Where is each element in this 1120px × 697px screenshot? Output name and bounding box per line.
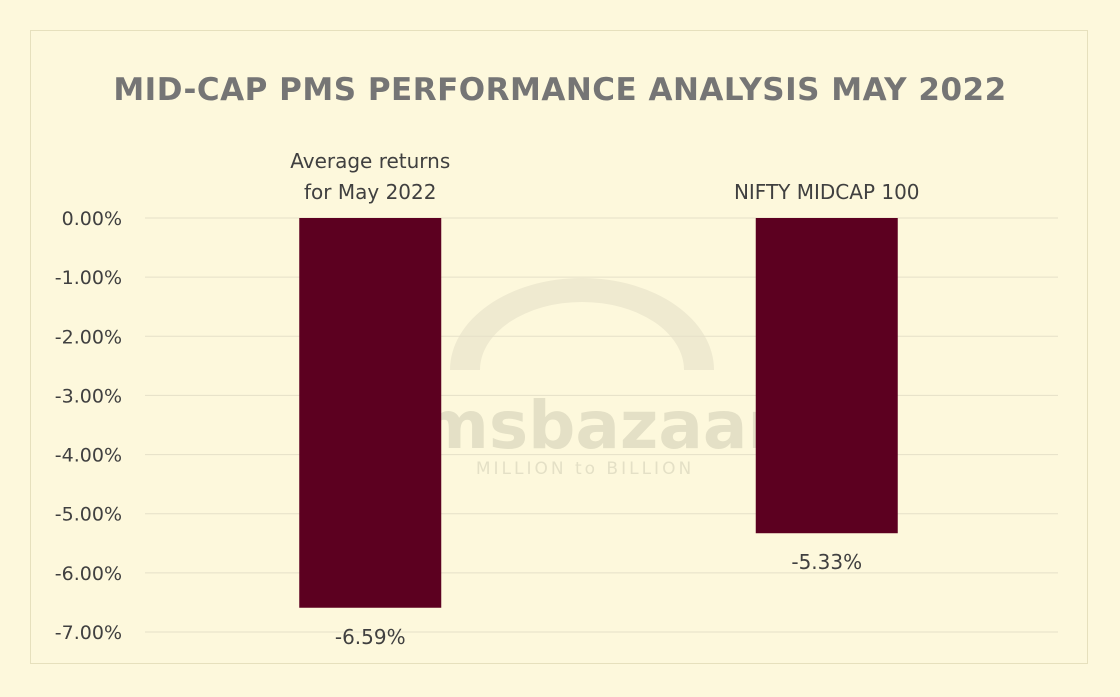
chart-title: MID-CAP PMS PERFORMANCE ANALYSIS MAY 202… [113, 72, 1007, 108]
y-tick-label: -6.00% [55, 563, 122, 585]
data-label: -6.59% [335, 625, 406, 649]
gridlines [145, 217, 1058, 633]
chart-frame [30, 30, 1088, 664]
y-tick-label: -5.00% [55, 504, 122, 526]
bar [755, 218, 898, 534]
data-label: -5.33% [791, 550, 862, 574]
watermark-tagline: MILLION to BILLION [476, 459, 694, 479]
bar [299, 218, 442, 608]
watermark-logo: msbazaar MILLION to BILLION [420, 278, 780, 479]
category-label: Average returns [290, 149, 450, 173]
y-tick-label: 0.00% [62, 208, 122, 230]
y-tick-label: -4.00% [55, 445, 122, 467]
watermark-brand: msbazaar [420, 387, 780, 464]
y-tick-label: -1.00% [55, 267, 122, 289]
y-axis: 0.00% -1.00% -2.00% -3.00% -4.00% -5.00% -6.00… [55, 208, 122, 644]
y-tick-label: -3.00% [55, 385, 122, 407]
watermark-arc [450, 278, 714, 370]
y-tick-label: -7.00% [55, 622, 122, 644]
category-labels: Average returns for May 2022 NIFTY MIDCAP … [290, 149, 919, 204]
data-labels: -6.59% -5.33% [335, 550, 862, 649]
category-label: for May 2022 [304, 180, 436, 204]
y-tick-label: -2.00% [55, 326, 122, 348]
bars [299, 218, 898, 608]
category-label: NIFTY MIDCAP 100 [734, 180, 920, 204]
